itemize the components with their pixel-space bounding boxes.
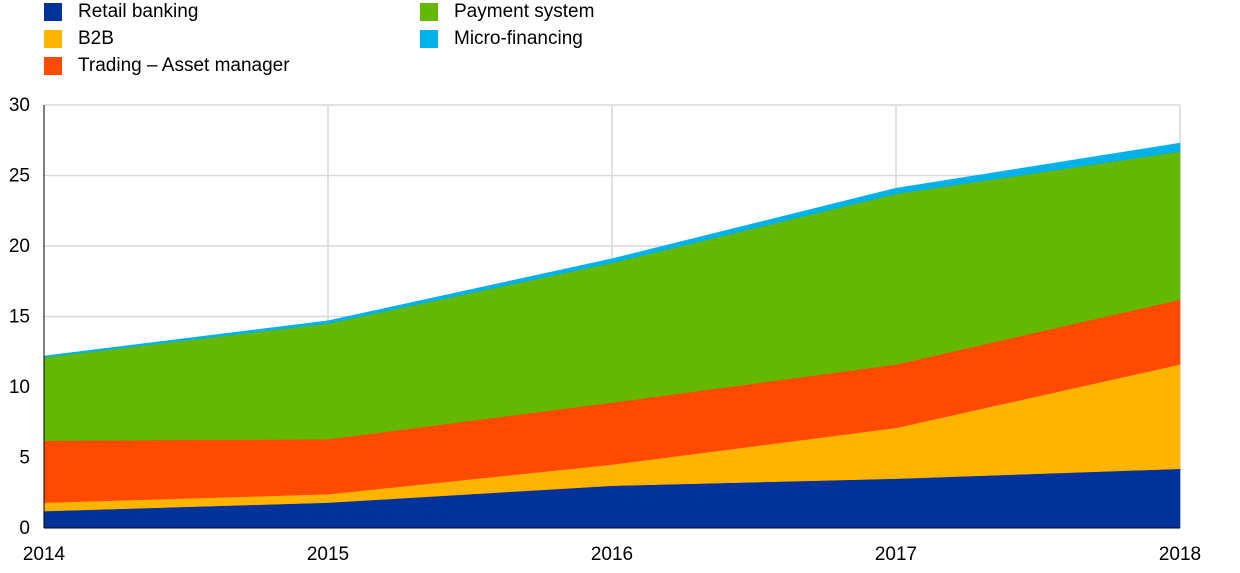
y-tick-label-10: 10 [9, 377, 30, 398]
legend-swatch-micro-financing [420, 30, 438, 48]
chart-legend: Retail banking B2B Trading – Asset manag… [0, 0, 700, 90]
y-tick-label-15: 15 [9, 307, 30, 328]
tick-labels: 0 5 10 15 20 25 30 2014 2015 2016 2017 2018 [9, 95, 1201, 565]
y-tick-label-30: 30 [9, 95, 30, 116]
x-tick-label-2014: 2014 [23, 544, 66, 565]
legend-label-retail-banking: Retail banking [78, 1, 199, 22]
legend-item-b2b: B2B [44, 27, 114, 51]
legend-swatch-b2b [44, 30, 62, 48]
x-tick-label-2017: 2017 [875, 544, 917, 565]
legend-item-trading-asset-manager: Trading – Asset manager [44, 54, 290, 78]
y-tick-label-20: 20 [9, 236, 30, 257]
legend-item-retail-banking: Retail banking [44, 0, 198, 24]
legend-item-micro-financing: Micro-financing [420, 27, 583, 51]
legend-label-b2b: B2B [78, 28, 114, 49]
area-micro-financing [43, 142, 1181, 358]
area-series [43, 142, 1181, 529]
legend-item-payment-system: Payment system [420, 0, 594, 24]
x-tick-label-2015: 2015 [307, 544, 349, 565]
x-tick-label-2016: 2016 [591, 544, 633, 565]
legend-swatch-retail-banking [44, 3, 62, 21]
y-tick-label-25: 25 [9, 166, 30, 187]
legend-swatch-trading-asset-manager [44, 57, 62, 75]
y-tick-label-0: 0 [19, 518, 30, 539]
legend-label-trading-asset-manager: Trading – Asset manager [78, 55, 290, 76]
axes [43, 105, 1180, 529]
legend-label-payment-system: Payment system [454, 1, 595, 22]
x-tick-label-2018: 2018 [1159, 544, 1201, 565]
y-tick-label-5: 5 [19, 448, 30, 469]
legend-label-micro-financing: Micro-financing [454, 28, 583, 49]
legend-swatch-payment-system [420, 3, 438, 21]
